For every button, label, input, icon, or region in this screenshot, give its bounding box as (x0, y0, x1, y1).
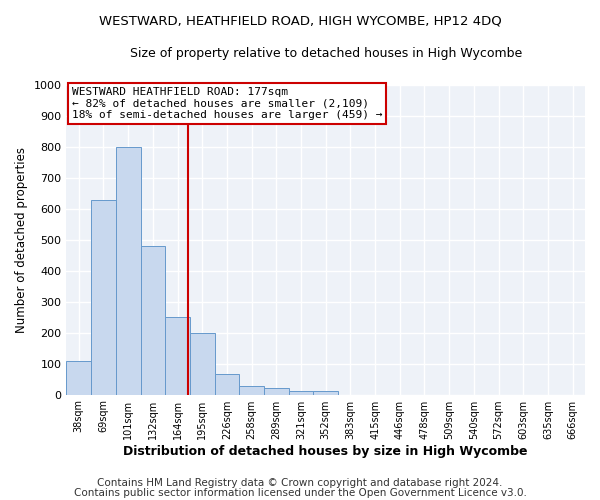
Bar (289, 390, 313, 394)
Bar (140, 246, 165, 394)
Bar (165, 318, 190, 394)
Bar (91, 200, 116, 394)
Bar (264, 388, 289, 394)
Y-axis label: Number of detached properties: Number of detached properties (15, 147, 28, 333)
Text: WESTWARD, HEATHFIELD ROAD, HIGH WYCOMBE, HP12 4DQ: WESTWARD, HEATHFIELD ROAD, HIGH WYCOMBE,… (98, 15, 502, 28)
Bar (190, 332, 215, 394)
Title: Size of property relative to detached houses in High Wycombe: Size of property relative to detached ho… (130, 48, 522, 60)
Text: WESTWARD HEATHFIELD ROAD: 177sqm
← 82% of detached houses are smaller (2,109)
18: WESTWARD HEATHFIELD ROAD: 177sqm ← 82% o… (71, 87, 382, 120)
Bar (313, 392, 338, 394)
Bar (239, 386, 264, 394)
Text: Contains HM Land Registry data © Crown copyright and database right 2024.: Contains HM Land Registry data © Crown c… (97, 478, 503, 488)
Bar (67, 360, 91, 394)
Text: Contains public sector information licensed under the Open Government Licence v3: Contains public sector information licen… (74, 488, 526, 498)
X-axis label: Distribution of detached houses by size in High Wycombe: Distribution of detached houses by size … (124, 444, 528, 458)
Bar (215, 374, 239, 394)
Bar (116, 147, 140, 394)
